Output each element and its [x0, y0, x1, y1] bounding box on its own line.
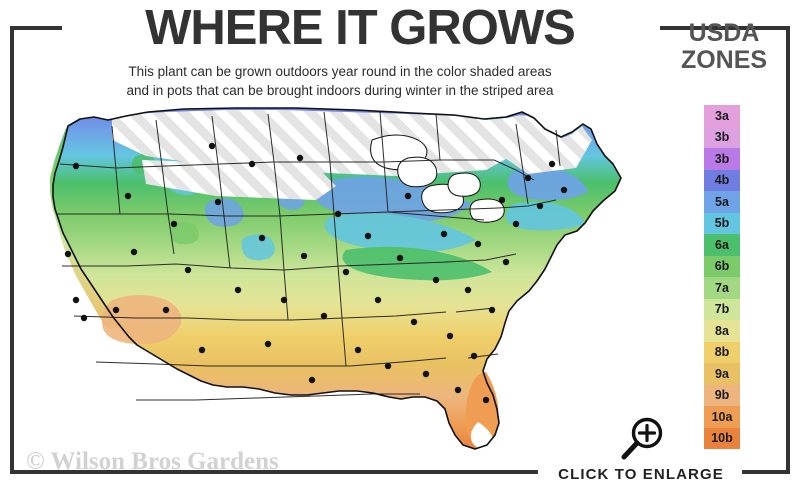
frame-bottom-right	[742, 470, 790, 474]
legend-zone-swatch: 5a	[704, 191, 740, 213]
legend-zone-swatch: 5b	[704, 212, 740, 234]
legend-title: USDA ZONES	[658, 20, 790, 74]
subtitle-line-1: This plant can be grown outdoors year ro…	[128, 64, 552, 79]
great-lakes-water	[370, 134, 505, 223]
page-subtitle: This plant can be grown outdoors year ro…	[40, 62, 640, 100]
hardiness-zone-map[interactable]	[16, 104, 684, 474]
legend-title-line-1: USDA	[688, 19, 760, 47]
legend-zone-swatch: 6b	[704, 255, 740, 277]
legend-zone-list: 3a 3b 3b 4b 5a 5b 6a 6b 7a 7b 8a 8b 9a 9b 10a 10b	[704, 105, 740, 449]
legend-zone-swatch: 3b	[704, 126, 740, 148]
click-to-enlarge-label[interactable]: CLICK TO ENLARGE	[558, 466, 724, 483]
legend-zone-swatch: 7b	[704, 298, 740, 320]
southwest-desert-patch	[102, 295, 182, 345]
frame-top-right	[660, 26, 790, 30]
frame-right	[786, 26, 790, 474]
florida-extreme-south	[470, 422, 493, 450]
legend-zone-swatch: 10a	[704, 406, 740, 428]
page-title: WHERE IT GROWS	[145, 1, 576, 55]
legend-zone-swatch: 10b	[704, 427, 740, 449]
legend-zone-swatch: 8a	[704, 320, 740, 342]
legend-zone-swatch: 9b	[704, 384, 740, 406]
legend-zone-swatch: 3a	[704, 105, 740, 127]
legend-zone-swatch: 9a	[704, 363, 740, 385]
subtitle-line-2: and in pots that can be brought indoors …	[126, 83, 554, 98]
frame-top-left	[10, 26, 62, 30]
city-dots	[64, 142, 568, 404]
us-outline	[52, 107, 622, 450]
legend-zone-swatch: 8b	[704, 341, 740, 363]
west-coast-band	[50, 126, 121, 329]
legend-zone-swatch: 3b	[704, 148, 740, 170]
legend-title-line-2: ZONES	[680, 46, 768, 74]
frame-left	[10, 26, 14, 474]
legend-zone-swatch: 7a	[704, 277, 740, 299]
map-svg	[50, 107, 622, 450]
legend-zone-swatch: 4b	[704, 169, 740, 191]
watermark: © Wilson Bros Gardens	[26, 448, 279, 475]
magnifier-svg	[621, 417, 663, 460]
magnifier-plus-icon[interactable]	[616, 415, 668, 463]
frame-bottom-left	[10, 470, 538, 474]
legend-zone-swatch: 6a	[704, 234, 740, 256]
